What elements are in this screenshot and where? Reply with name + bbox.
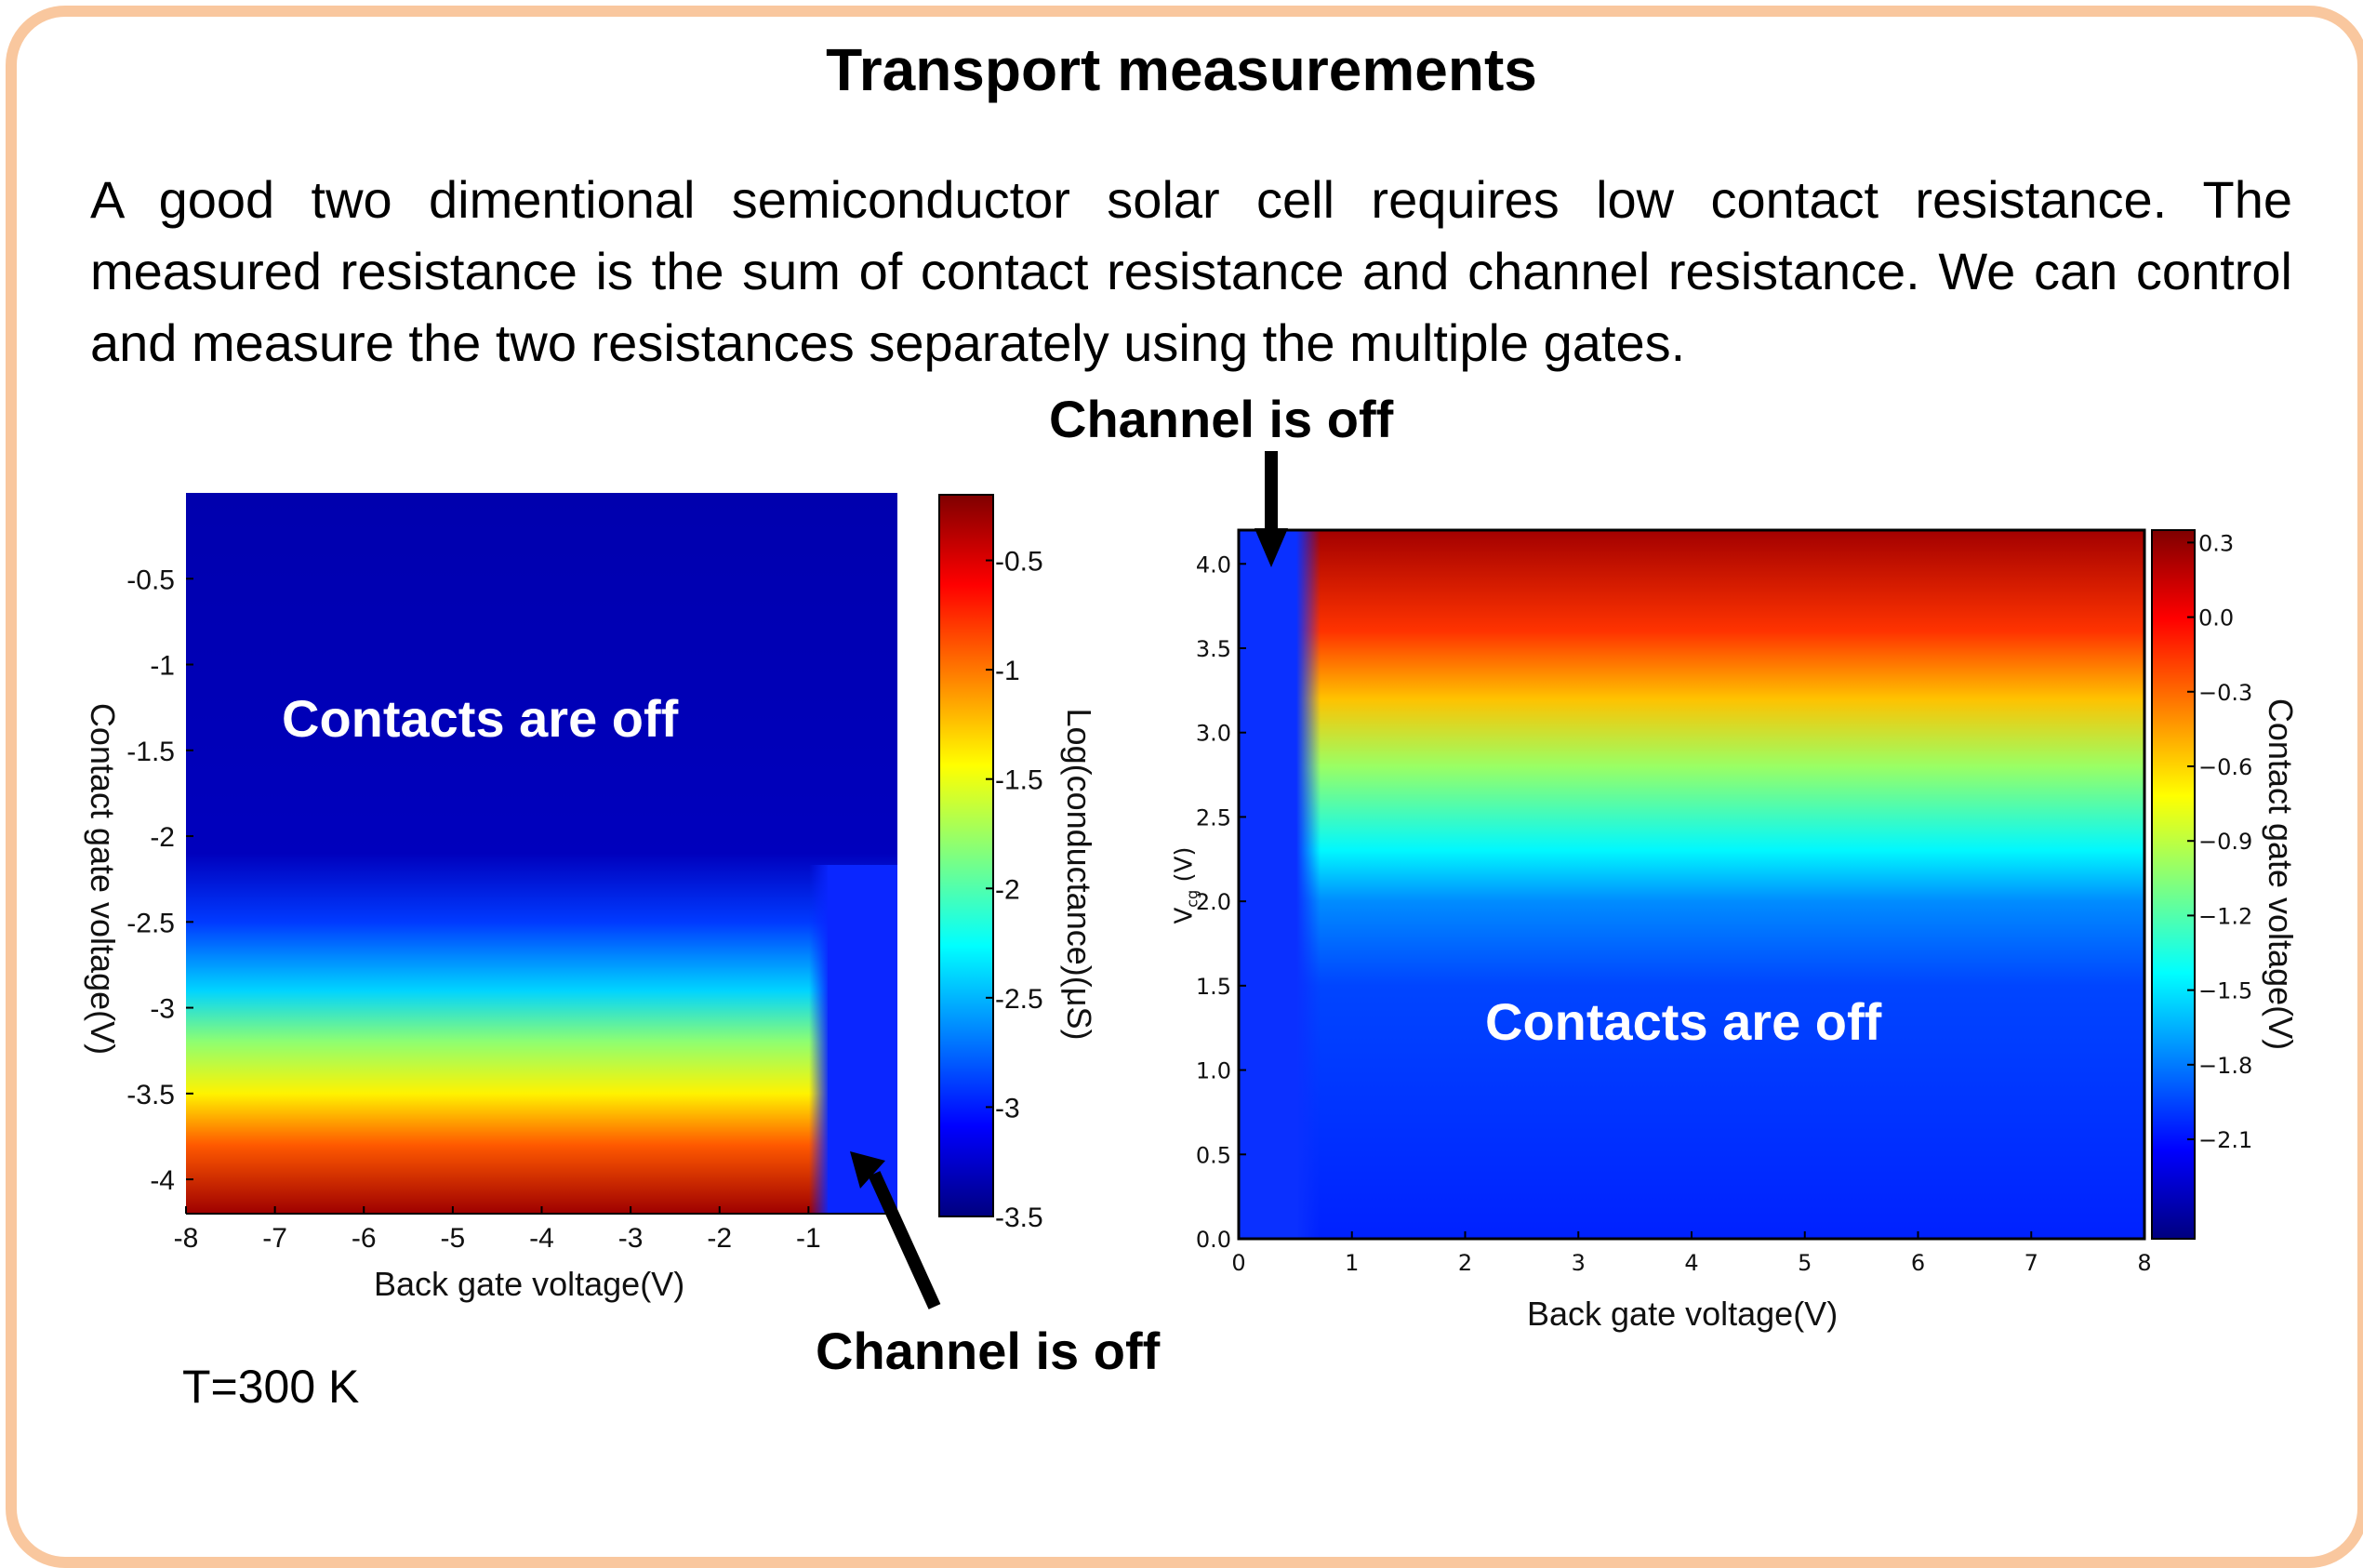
- right-colorbar: [2151, 529, 2196, 1240]
- left-colorbar-tick-label: -3.5: [995, 1203, 1043, 1233]
- left-heatmap-field: [186, 493, 897, 1214]
- right-y-tick-label: 3.5: [1196, 636, 1231, 662]
- right-heatmap-field: [1239, 530, 2144, 1239]
- left-x-tick-label: -5: [441, 1223, 466, 1254]
- right-y-tick-label: 3.0: [1196, 721, 1231, 747]
- right-colorbar-tick-label: −0.3: [2198, 680, 2252, 706]
- left-y-tick-label: -3: [150, 994, 175, 1025]
- left-colorbar-label: Log(conductance)(μS): [1060, 708, 1098, 1041]
- right-y-tick-label: 0.0: [1196, 1227, 1231, 1253]
- left-y-tick-label: -2: [150, 822, 175, 853]
- left-x-ticks: -8 -7 -6 -5 -4 -3 -2 -1: [174, 1206, 821, 1254]
- right-y-axis-title: Vcg (V): [1170, 846, 1201, 924]
- left-colorbar-tick-label: -2.5: [995, 984, 1043, 1015]
- left-x-tick-label: -1: [796, 1223, 821, 1254]
- right-x-tick-label: 8: [2137, 1250, 2151, 1276]
- right-colorbar-ticks: 0.3 0.0 −0.3 −0.6 −0.9 −1.2 −1.5 −1.8 −2.1: [2187, 530, 2252, 1153]
- left-colorbar-tick-label: -3: [995, 1093, 1020, 1123]
- top-channel-off-label: Channel is off: [1049, 390, 1394, 448]
- right-channel-off-region: [1239, 530, 1296, 1239]
- top-arrow: [1255, 451, 1288, 567]
- left-y-tick-label: -3.5: [126, 1080, 175, 1110]
- right-x-tick-label: 4: [1684, 1250, 1698, 1276]
- left-y-tick-label: -1: [150, 651, 175, 682]
- left-x-tick-label: -7: [262, 1223, 287, 1254]
- right-y-tick-label: 2.5: [1196, 804, 1231, 831]
- bottom-arrow: [850, 1151, 941, 1309]
- left-x-tick-label: -4: [529, 1223, 554, 1254]
- right-x-tick-label: 0: [1231, 1250, 1245, 1276]
- right-x-ticks: 0 1 2 3 4 5 6 7 8: [1231, 1231, 2152, 1276]
- left-y-tick-label: -2.5: [126, 908, 175, 938]
- slide-title: Transport measurements: [826, 36, 1537, 103]
- right-channel-edge: [1296, 530, 1321, 1239]
- left-colorbar-tick-label: -2: [995, 874, 1020, 905]
- right-y-tick-label: 1.0: [1196, 1058, 1231, 1084]
- temperature-label: T=300 K: [182, 1361, 360, 1413]
- right-x-tick-label: 2: [1458, 1250, 1472, 1276]
- right-x-tick-label: 3: [1572, 1250, 1586, 1276]
- right-x-tick-label: 7: [2024, 1250, 2038, 1276]
- right-colorbar-tick-label: −1.2: [2198, 903, 2252, 929]
- left-y-tick-label: -0.5: [126, 565, 175, 595]
- left-colorbar-tick-label: -1.5: [995, 765, 1043, 796]
- right-colorbar-tick-label: −0.6: [2198, 754, 2252, 780]
- right-y-tick-label: 2.0: [1196, 889, 1231, 915]
- right-y-tick-label: 1.5: [1196, 974, 1231, 1000]
- left-colorbar-tick-label: -0.5: [995, 547, 1043, 578]
- left-colorbar-tick-label: -1: [995, 656, 1020, 686]
- left-x-tick-label: -6: [352, 1223, 377, 1254]
- left-channel-edge: [809, 865, 830, 1214]
- right-colorbar-tick-label: 0.3: [2198, 530, 2234, 556]
- right-y-tick-label: 4.0: [1196, 551, 1231, 578]
- left-colorbar: [938, 494, 994, 1217]
- right-colorbar-tick-label: 0.0: [2198, 605, 2234, 631]
- right-x-tick-label: 1: [1345, 1250, 1359, 1276]
- right-colorbar-tick-label: −2.1: [2198, 1127, 2252, 1153]
- intro-paragraph: A good two dimentional semiconductor sol…: [90, 170, 2292, 372]
- left-x-tick-label: -2: [707, 1223, 732, 1254]
- right-colorbar-tick-label: −1.8: [2198, 1053, 2252, 1079]
- right-y-tick-label: 0.5: [1196, 1142, 1231, 1168]
- left-y-tick-label: -1.5: [126, 737, 175, 767]
- left-x-axis-title: Back gate voltage(V): [374, 1265, 685, 1303]
- right-colorbar-tick-label: −0.9: [2198, 829, 2252, 855]
- left-y-axis-title: Contact gate voltage(V): [84, 702, 122, 1056]
- right-x-tick-label: 5: [1798, 1250, 1812, 1276]
- left-y-ticks: -0.5 -1 -1.5 -2 -2.5 -3 -3.5 -4: [126, 565, 193, 1196]
- right-contacts-off-label: Contacts are off: [1485, 992, 1882, 1051]
- left-contacts-off-label: Contacts are off: [282, 689, 679, 748]
- right-x-tick-label: 6: [1911, 1250, 1925, 1276]
- left-x-tick-label: -8: [174, 1223, 199, 1254]
- left-colorbar-ticks: -0.5 -1 -1.5 -2 -2.5 -3 -3.5: [986, 547, 1043, 1233]
- right-x-axis-title: Back gate voltage(V): [1527, 1295, 1839, 1333]
- bottom-channel-off-label: Channel is off: [816, 1322, 1161, 1380]
- right-colorbar-label: Contact gate voltage(V): [2262, 698, 2300, 1051]
- left-y-tick-label: -4: [150, 1165, 175, 1196]
- right-y-ticks: 0.0 0.5 1.0 1.5 2.0 2.5 3.0 3.5 4.0: [1196, 551, 1246, 1253]
- right-colorbar-tick-label: −1.5: [2198, 978, 2252, 1004]
- left-x-tick-label: -3: [618, 1223, 644, 1254]
